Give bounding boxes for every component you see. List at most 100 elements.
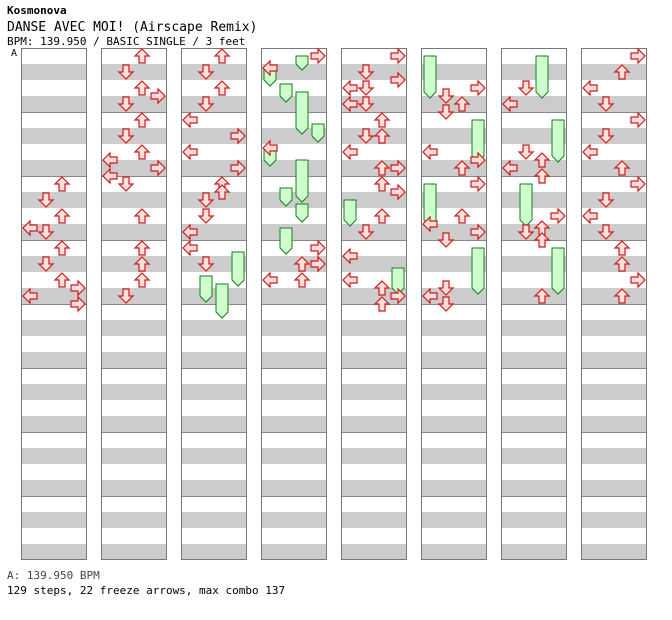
beat-stripe [341, 256, 407, 272]
beat-stripe [501, 480, 567, 496]
step-arrow-down [437, 88, 455, 104]
beat-stripe [261, 480, 327, 496]
step-arrow-up [373, 160, 391, 176]
column-border [181, 48, 247, 560]
beat-stripe [101, 448, 167, 464]
beat-stripe [21, 160, 87, 176]
beat-stripe [261, 320, 327, 336]
beat-stripe [421, 128, 487, 144]
beat-stripe [581, 96, 647, 112]
step-chart [21, 47, 647, 560]
step-arrow-right [470, 175, 486, 193]
step-arrow-up [613, 256, 631, 272]
step-arrow-up [53, 176, 71, 192]
beat-stripe [581, 416, 647, 432]
freeze-arrow [391, 267, 405, 295]
step-arrow-down [597, 224, 615, 240]
column-border [21, 48, 87, 560]
freeze-arrow [295, 159, 309, 203]
step-arrow-up [613, 288, 631, 304]
step-arrow-left [262, 139, 278, 157]
step-arrow-left [422, 287, 438, 305]
freeze-arrow [535, 55, 549, 99]
step-arrow-up [53, 240, 71, 256]
beat-stripe [21, 128, 87, 144]
freeze-arrow [551, 247, 565, 295]
step-arrow-left [22, 219, 38, 237]
step-arrow-left [102, 167, 118, 185]
step-arrow-down [197, 208, 215, 224]
step-arrow-down [197, 192, 215, 208]
step-arrow-left [342, 247, 358, 265]
beat-stripe [421, 544, 487, 560]
step-summary: 129 steps, 22 freeze arrows, max combo 1… [7, 584, 286, 597]
step-arrow-left [502, 159, 518, 177]
beat-stripe [21, 256, 87, 272]
beat-stripe [261, 160, 327, 176]
step-arrow-up [533, 288, 551, 304]
freeze-arrow [279, 187, 293, 207]
beat-stripe [261, 416, 327, 432]
beat-stripe [421, 192, 487, 208]
beat-stripe [341, 512, 407, 528]
step-arrow-right [390, 159, 406, 177]
beat-stripe [181, 192, 247, 208]
step-arrow-left [182, 223, 198, 241]
freeze-arrow [311, 123, 325, 143]
step-arrow-up [213, 184, 231, 200]
step-arrow-right [390, 47, 406, 65]
beat-stripe [581, 192, 647, 208]
beat-stripe [341, 320, 407, 336]
beat-stripe [181, 544, 247, 560]
beat-stripe [581, 448, 647, 464]
step-arrow-left [22, 287, 38, 305]
beat-stripe [181, 448, 247, 464]
beat-stripe [501, 224, 567, 240]
step-arrow-down [117, 288, 135, 304]
step-arrow-up [133, 272, 151, 288]
step-arrow-down [517, 224, 535, 240]
beat-stripe [261, 288, 327, 304]
beat-stripe [421, 96, 487, 112]
step-arrow-left [102, 151, 118, 169]
step-arrow-up [613, 64, 631, 80]
beat-stripe [581, 256, 647, 272]
step-arrow-up [133, 144, 151, 160]
step-arrow-down [37, 192, 55, 208]
step-arrow-up [53, 272, 71, 288]
step-arrow-up [533, 152, 551, 168]
step-arrow-up [373, 112, 391, 128]
beat-stripe [261, 256, 327, 272]
beat-stripe [421, 352, 487, 368]
beat-stripe [341, 416, 407, 432]
beat-stripe [501, 64, 567, 80]
step-arrow-down [357, 64, 375, 80]
freeze-arrow [295, 91, 309, 135]
beat-stripe [181, 384, 247, 400]
beat-stripe [581, 64, 647, 80]
beat-stripe [341, 448, 407, 464]
step-arrow-right [230, 127, 246, 145]
freeze-arrow [423, 55, 437, 99]
step-arrow-down [117, 64, 135, 80]
artist-name: Kosmonova [7, 4, 67, 17]
beat-stripe [421, 480, 487, 496]
beat-stripe [421, 160, 487, 176]
beat-stripe [501, 256, 567, 272]
step-arrow-up [133, 48, 151, 64]
beat-stripe [181, 320, 247, 336]
step-arrow-right [630, 111, 646, 129]
beat-stripe [581, 544, 647, 560]
freeze-arrow [295, 203, 309, 223]
freeze-arrow [199, 275, 213, 303]
step-arrow-left [182, 143, 198, 161]
step-arrow-down [197, 96, 215, 112]
step-arrow-right [230, 159, 246, 177]
beat-stripe [501, 160, 567, 176]
beat-stripe [101, 480, 167, 496]
beat-stripe [101, 64, 167, 80]
beat-stripe [181, 352, 247, 368]
step-arrow-down [197, 256, 215, 272]
beat-stripe [261, 96, 327, 112]
beat-stripe [101, 384, 167, 400]
